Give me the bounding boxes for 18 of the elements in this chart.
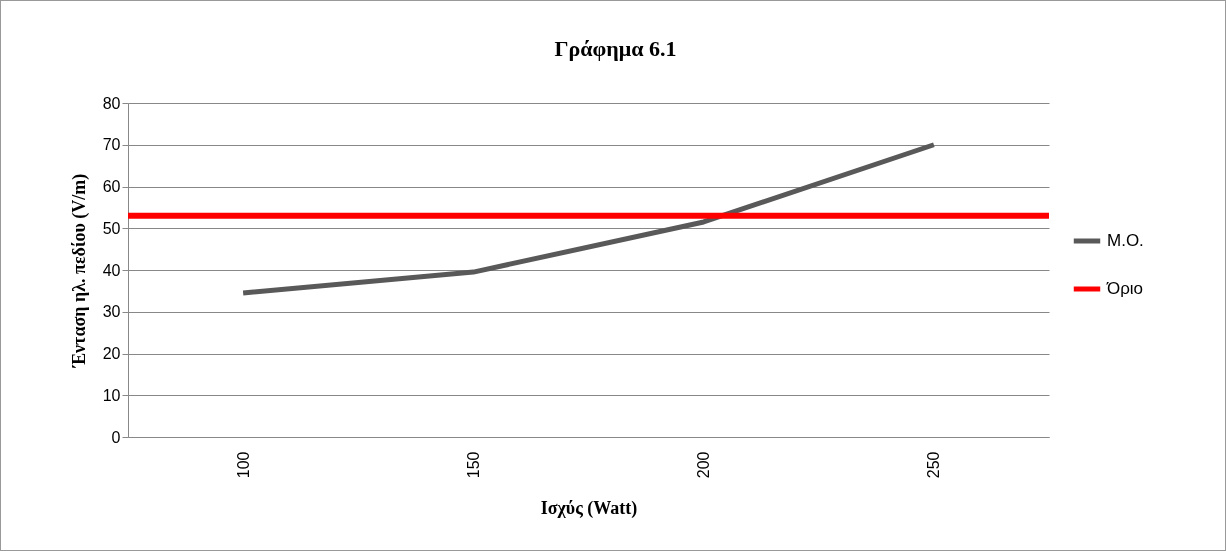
y-tick-label: 30 <box>102 303 121 321</box>
x-axis-title: Ισχύς (Watt) <box>540 498 638 520</box>
y-tick-label: 0 <box>111 428 121 446</box>
y-tick-label: 20 <box>102 345 121 362</box>
y-tick-label: 80 <box>102 94 121 112</box>
y-tick-label: 50 <box>102 219 121 237</box>
x-tick-label: 250 <box>925 451 943 479</box>
y-tick-label: 40 <box>102 261 121 279</box>
x-tick-label: 200 <box>695 451 713 479</box>
y-tick-label: 60 <box>102 178 121 195</box>
x-tick-label: 100 <box>234 451 252 479</box>
y-axis-title: Ένταση ηλ. πεδίου (V/m) <box>68 173 90 369</box>
chart-title: Γράφημα 6.1 <box>554 36 677 61</box>
x-tick-label: 150 <box>464 451 482 479</box>
y-tick-label: 70 <box>102 136 121 154</box>
y-tick-label: 10 <box>102 386 121 404</box>
legend-label: Όριο <box>1106 279 1144 298</box>
legend-label: Μ.Ο. <box>1107 231 1144 250</box>
